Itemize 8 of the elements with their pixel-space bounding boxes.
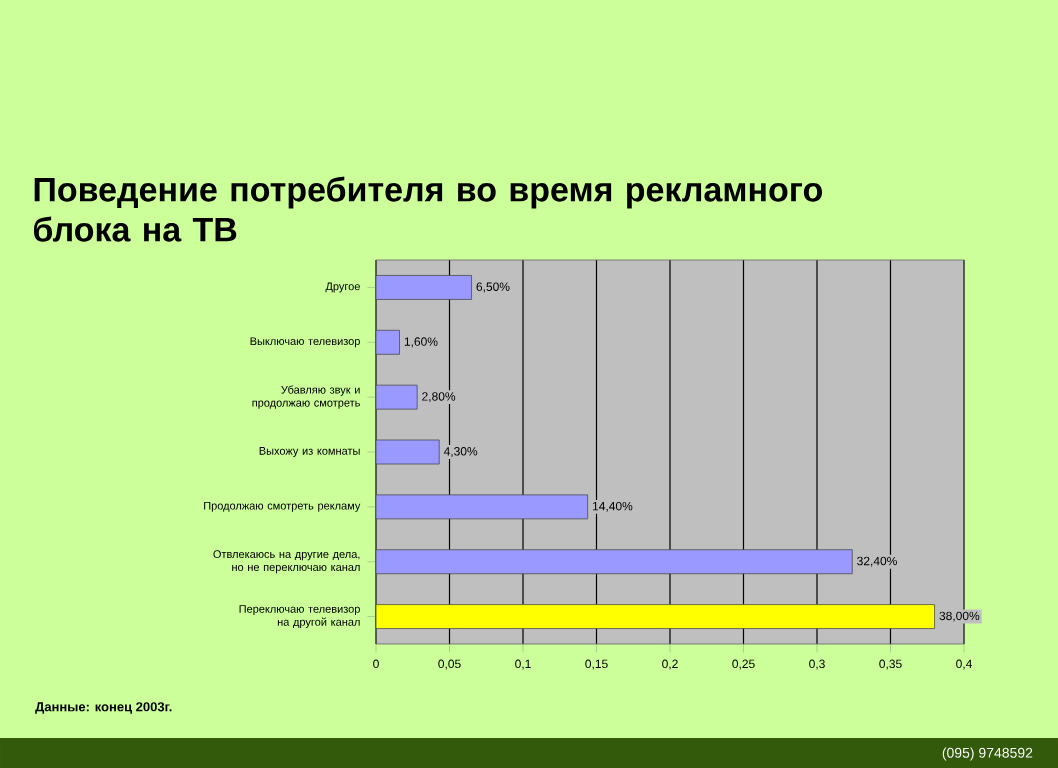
bar bbox=[375, 494, 589, 520]
bar bbox=[375, 604, 935, 629]
bar bbox=[375, 329, 400, 355]
bar bbox=[375, 439, 440, 465]
bar bbox=[375, 384, 418, 410]
chart-title: Поведение потребителя во время рекламного блока на ТВ bbox=[33, 176, 823, 242]
bar bbox=[375, 275, 472, 300]
bar bbox=[375, 549, 853, 575]
